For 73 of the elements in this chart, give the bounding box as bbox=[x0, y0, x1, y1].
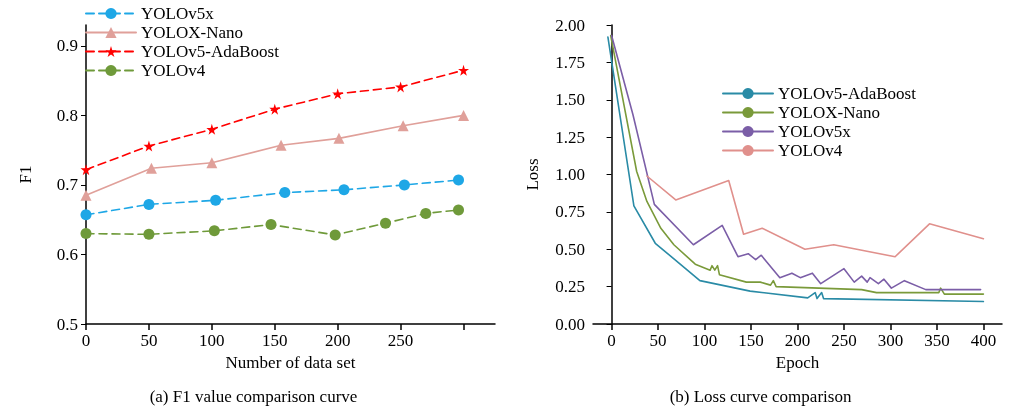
y-tick-label: 0.9 bbox=[56, 36, 78, 56]
point bbox=[206, 123, 218, 135]
x-tick-label: 200 bbox=[784, 331, 811, 350]
point bbox=[397, 120, 409, 132]
text: (a) F1 value comparison curve bbox=[149, 387, 358, 406]
point bbox=[380, 217, 392, 229]
y-tick-label: 2.00 bbox=[555, 15, 585, 35]
point bbox=[338, 184, 350, 196]
point bbox=[458, 64, 470, 76]
legend-label: YOLOv5-AdaBoost bbox=[141, 42, 280, 61]
text: (b) Loss curve comparison bbox=[669, 387, 852, 406]
y-tick-label: 0.8 bbox=[56, 105, 78, 125]
x-tick-label: 50 bbox=[140, 331, 158, 350]
point bbox=[395, 81, 407, 93]
x-tick-label: 200 bbox=[324, 331, 351, 350]
point bbox=[80, 164, 92, 176]
point bbox=[279, 187, 291, 199]
point bbox=[143, 198, 155, 210]
point bbox=[80, 189, 92, 201]
x-tick-label: 250 bbox=[831, 331, 857, 350]
legend-label: YOLOv5x bbox=[141, 4, 215, 23]
point bbox=[453, 174, 464, 186]
point bbox=[80, 209, 92, 221]
point bbox=[143, 140, 155, 152]
x-tick-label: 150 bbox=[262, 331, 288, 350]
x-tick-label: 50 bbox=[649, 331, 667, 350]
legend-label: YOLOv5x bbox=[778, 122, 852, 141]
legend-label: YOLOv5-AdaBoost bbox=[778, 84, 917, 103]
x-tick-label: 400 bbox=[970, 331, 997, 350]
legend-label: YOLOX-Nano bbox=[778, 103, 880, 122]
point bbox=[145, 162, 157, 174]
point bbox=[208, 225, 220, 237]
line-series bbox=[646, 175, 985, 258]
point bbox=[210, 194, 222, 206]
legend-label: YOLOv4 bbox=[141, 61, 206, 80]
legend-label: YOLOv4 bbox=[778, 141, 843, 160]
point bbox=[206, 157, 218, 169]
x-tick-label: 0 bbox=[607, 331, 616, 350]
x-tick-label: 350 bbox=[924, 331, 950, 350]
legend-label: YOLOX-Nano bbox=[141, 23, 243, 42]
y-tick-label: 0.75 bbox=[555, 202, 585, 222]
point bbox=[398, 179, 410, 191]
y-tick-label: 1.25 bbox=[555, 127, 585, 147]
point bbox=[333, 132, 345, 144]
point bbox=[458, 109, 470, 121]
y-tick-label: 0.50 bbox=[555, 239, 585, 259]
point bbox=[80, 228, 92, 240]
point bbox=[420, 207, 432, 219]
y-tick-label: 1.00 bbox=[555, 165, 585, 184]
point bbox=[453, 204, 464, 216]
y-tick-label: 0.5 bbox=[56, 314, 78, 334]
point bbox=[143, 228, 155, 240]
y-tick-label: 0.00 bbox=[555, 314, 585, 334]
point bbox=[329, 229, 341, 241]
point bbox=[269, 103, 281, 115]
y-tick-label: 1.75 bbox=[555, 52, 585, 72]
point bbox=[332, 88, 344, 100]
point bbox=[275, 139, 287, 151]
x-tick-label: 150 bbox=[738, 331, 764, 350]
x-axis-title: Number of data set bbox=[225, 353, 356, 372]
x-axis-title: Epoch bbox=[775, 353, 820, 372]
y-tick-label: 0.7 bbox=[56, 175, 79, 195]
point bbox=[265, 219, 277, 231]
y-axis-title: Loss bbox=[523, 158, 542, 191]
x-tick-label: 250 bbox=[387, 331, 414, 350]
y-axis-title: F1 bbox=[16, 165, 35, 184]
x-tick-label: 100 bbox=[199, 331, 225, 350]
x-tick-label: 300 bbox=[877, 331, 904, 350]
x-tick-label: 0 bbox=[81, 331, 91, 350]
y-tick-label: 0.6 bbox=[56, 244, 78, 264]
y-tick-label: 1.50 bbox=[555, 90, 585, 110]
x-tick-label: 100 bbox=[691, 331, 718, 350]
y-tick-label: 0.25 bbox=[555, 277, 585, 297]
